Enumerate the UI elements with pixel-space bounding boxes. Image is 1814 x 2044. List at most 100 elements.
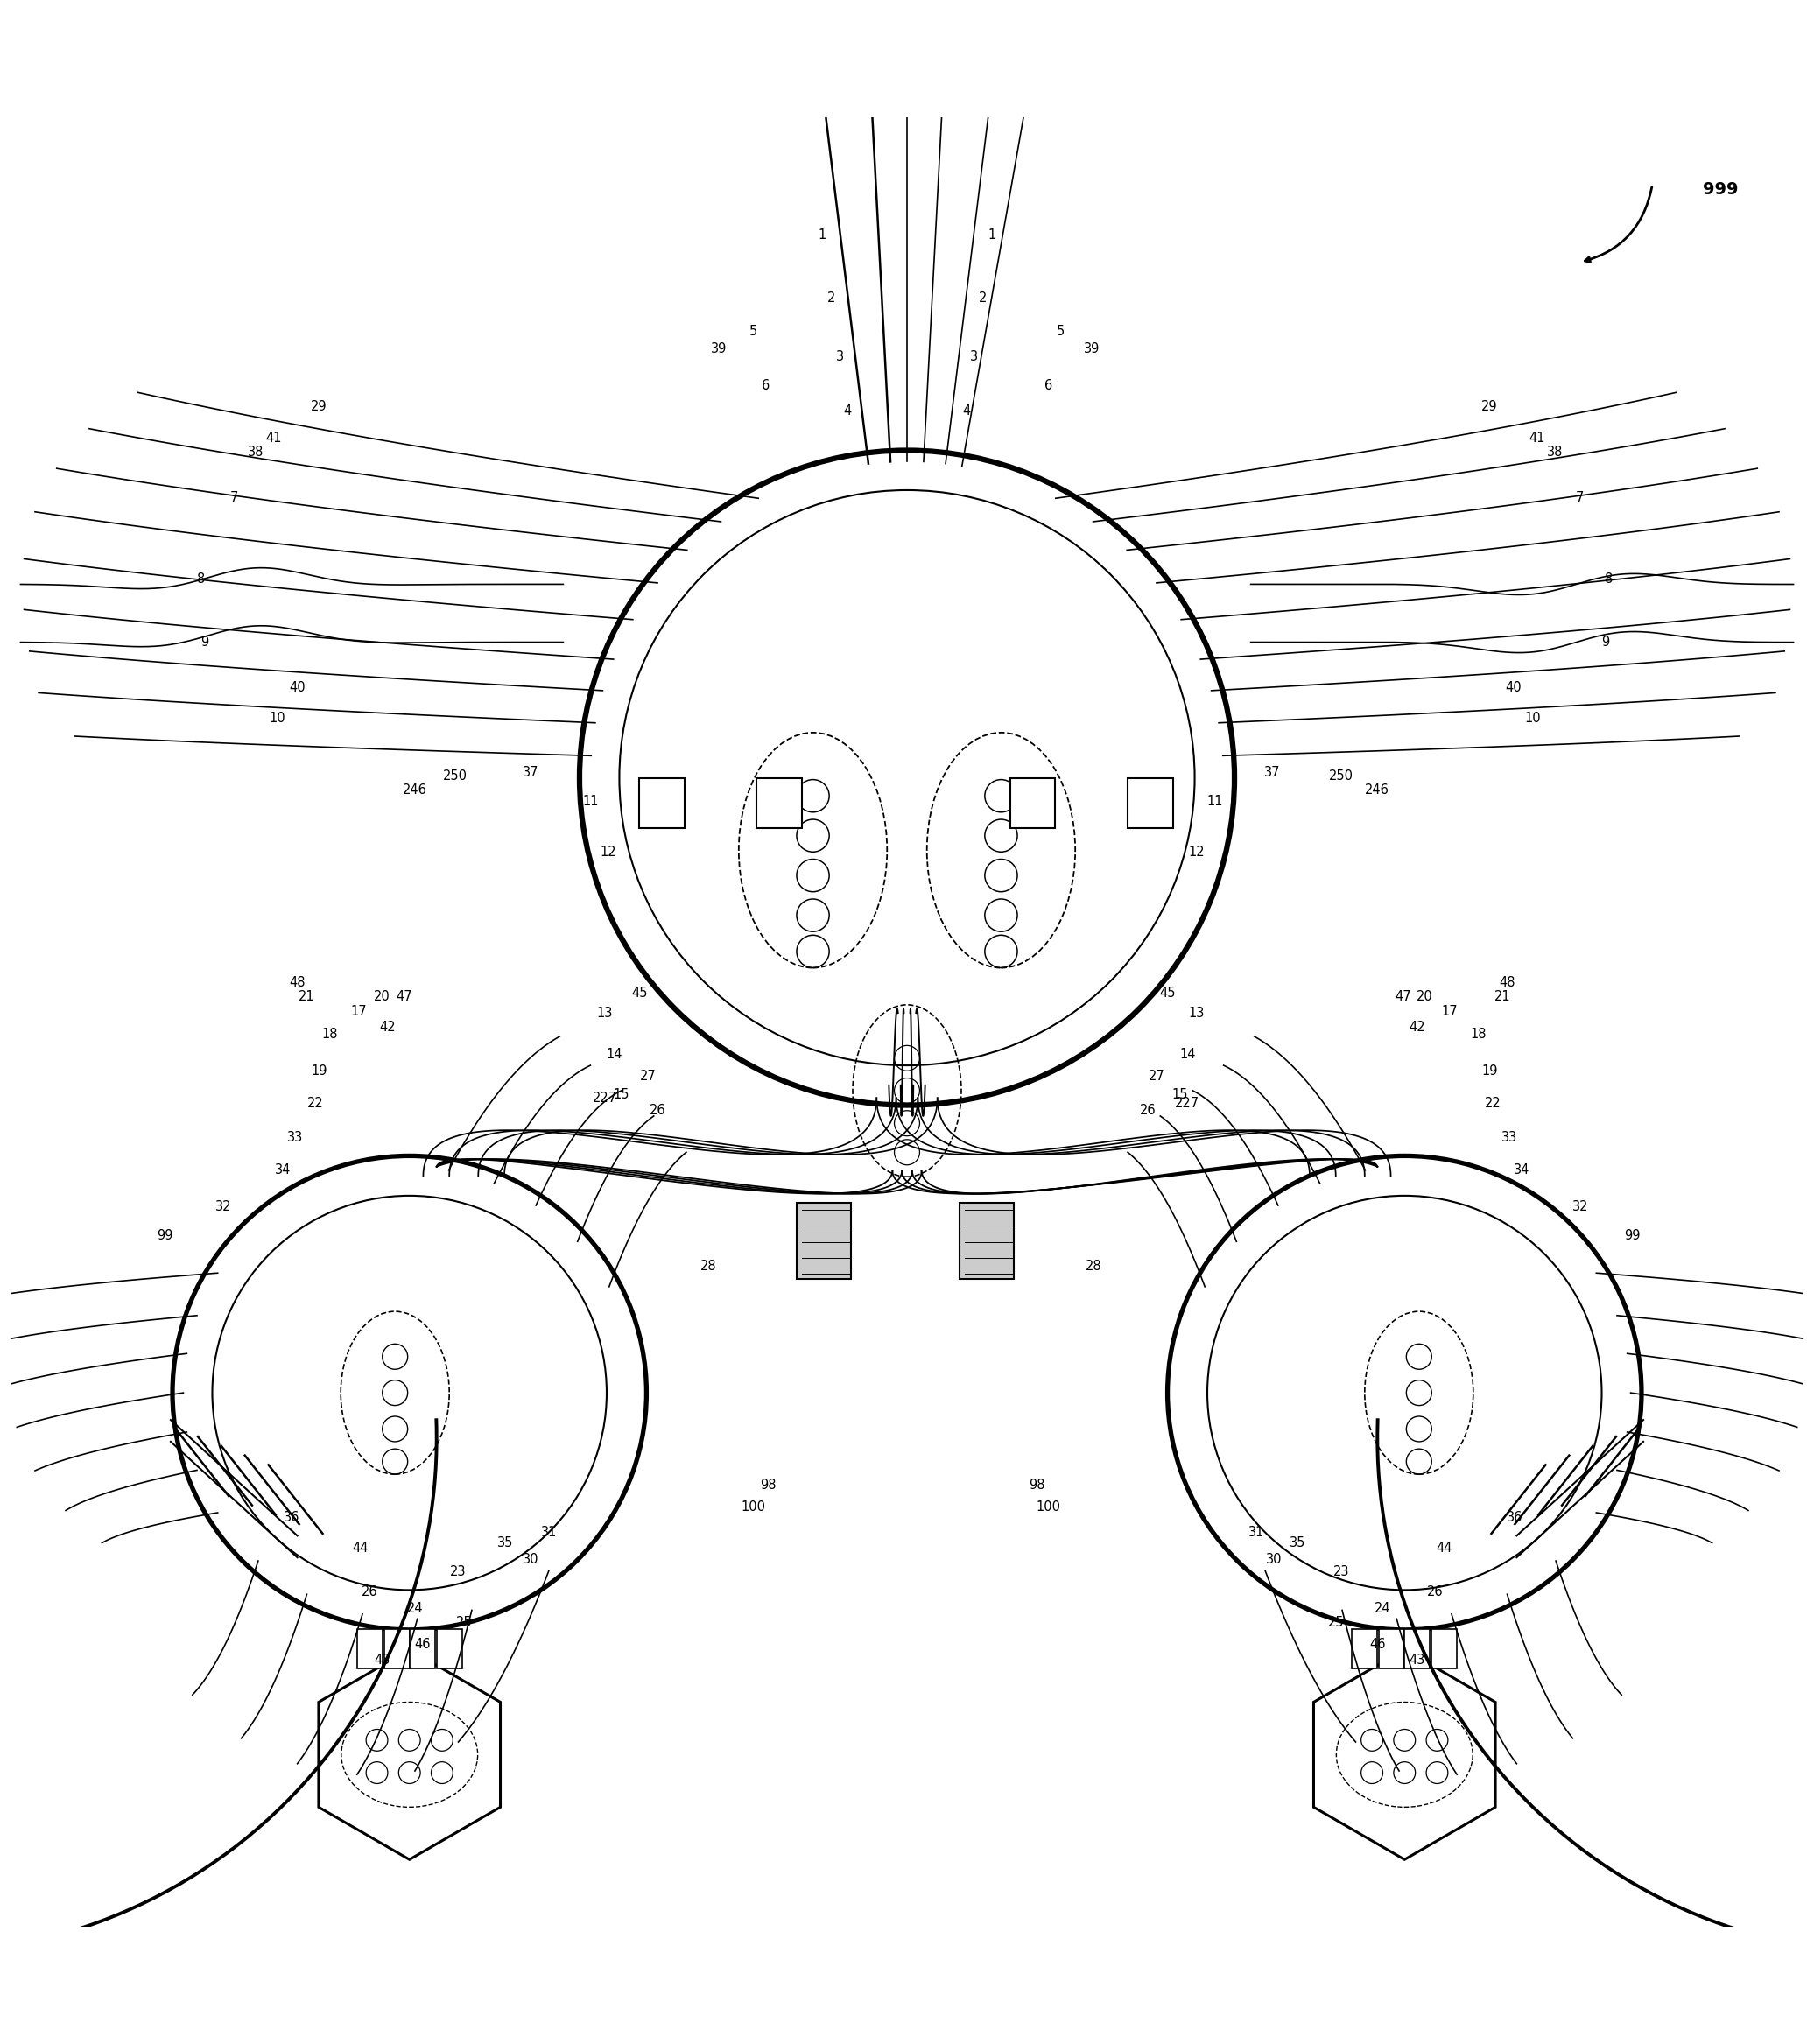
FancyBboxPatch shape: [385, 1629, 410, 1668]
Text: 27: 27: [1148, 1069, 1165, 1083]
Text: 13: 13: [597, 1006, 613, 1020]
Text: 98: 98: [760, 1478, 776, 1492]
Text: 21: 21: [297, 989, 314, 1004]
Text: 42: 42: [379, 1020, 395, 1034]
Text: 29: 29: [1482, 401, 1498, 413]
Text: 46: 46: [414, 1637, 430, 1652]
Text: 41: 41: [1529, 431, 1546, 444]
Text: 42: 42: [1409, 1020, 1426, 1034]
Text: 9: 9: [1602, 636, 1609, 648]
Text: 17: 17: [350, 1004, 366, 1018]
Text: 36: 36: [283, 1511, 299, 1525]
Text: 4: 4: [844, 405, 851, 417]
Text: 46: 46: [1370, 1637, 1386, 1652]
Text: 32: 32: [1573, 1200, 1587, 1212]
Text: 43: 43: [374, 1654, 390, 1668]
Text: 35: 35: [497, 1537, 513, 1549]
FancyBboxPatch shape: [410, 1629, 435, 1668]
Text: 40: 40: [288, 681, 305, 693]
Text: 100: 100: [1036, 1500, 1061, 1513]
Text: 10: 10: [268, 711, 285, 726]
FancyBboxPatch shape: [796, 1202, 851, 1280]
Text: 48: 48: [1500, 975, 1517, 989]
Text: 45: 45: [1159, 987, 1175, 1000]
Text: 19: 19: [310, 1065, 327, 1077]
Text: 12: 12: [1188, 846, 1204, 858]
Text: 44: 44: [1437, 1541, 1453, 1555]
Text: 250: 250: [1330, 769, 1353, 783]
Text: 246: 246: [403, 785, 426, 797]
Text: 26: 26: [1139, 1104, 1156, 1118]
Text: 40: 40: [1506, 681, 1522, 693]
Text: 17: 17: [1442, 1004, 1458, 1018]
Text: 37: 37: [522, 766, 539, 779]
FancyBboxPatch shape: [357, 1629, 383, 1668]
Text: 25: 25: [1328, 1617, 1344, 1629]
Text: 34: 34: [274, 1163, 290, 1177]
Text: 23: 23: [450, 1566, 466, 1578]
Text: 28: 28: [700, 1259, 717, 1273]
Text: 12: 12: [600, 846, 617, 858]
Text: 44: 44: [352, 1541, 368, 1555]
Text: 38: 38: [1547, 446, 1562, 458]
FancyBboxPatch shape: [756, 779, 802, 828]
Text: 29: 29: [310, 401, 327, 413]
Text: 4: 4: [963, 405, 970, 417]
Text: 36: 36: [1507, 1511, 1524, 1525]
Text: 22: 22: [1486, 1098, 1502, 1110]
Text: 21: 21: [1495, 989, 1511, 1004]
Text: 999: 999: [1703, 182, 1738, 198]
Text: 24: 24: [1375, 1602, 1391, 1615]
Text: 5: 5: [749, 325, 756, 337]
Text: 246: 246: [1366, 785, 1390, 797]
Text: 5: 5: [1058, 325, 1065, 337]
FancyBboxPatch shape: [1128, 779, 1174, 828]
Text: 6: 6: [1045, 378, 1052, 392]
FancyBboxPatch shape: [960, 1202, 1014, 1280]
Text: 43: 43: [1409, 1654, 1426, 1668]
Text: 30: 30: [522, 1553, 539, 1566]
Text: 20: 20: [1417, 989, 1433, 1004]
FancyBboxPatch shape: [1431, 1629, 1457, 1668]
FancyBboxPatch shape: [639, 779, 684, 828]
Text: 8: 8: [198, 572, 205, 585]
Text: 33: 33: [288, 1130, 303, 1145]
Text: 227: 227: [593, 1091, 617, 1104]
Text: 10: 10: [1526, 711, 1542, 726]
Text: 7: 7: [1576, 491, 1584, 505]
Text: 31: 31: [1248, 1525, 1264, 1539]
Text: 99: 99: [1624, 1228, 1640, 1243]
Text: 227: 227: [1175, 1098, 1199, 1110]
Text: 14: 14: [1179, 1049, 1195, 1061]
Text: 8: 8: [1605, 572, 1613, 585]
Text: 26: 26: [1428, 1586, 1444, 1598]
Text: 15: 15: [613, 1087, 629, 1102]
Text: 47: 47: [1395, 989, 1411, 1004]
Text: 7: 7: [230, 491, 238, 505]
Text: 250: 250: [443, 769, 466, 783]
Text: 32: 32: [216, 1200, 230, 1212]
Text: 1: 1: [989, 229, 996, 241]
FancyBboxPatch shape: [1379, 1629, 1404, 1668]
Text: 39: 39: [1083, 343, 1099, 356]
Text: 30: 30: [1266, 1553, 1282, 1566]
Text: 18: 18: [1471, 1028, 1487, 1040]
Text: 98: 98: [1029, 1478, 1045, 1492]
Text: 26: 26: [361, 1586, 377, 1598]
Text: 23: 23: [1333, 1566, 1350, 1578]
Text: 31: 31: [541, 1525, 557, 1539]
Text: 34: 34: [1515, 1163, 1531, 1177]
FancyBboxPatch shape: [437, 1629, 463, 1668]
Text: 99: 99: [158, 1228, 174, 1243]
Text: 6: 6: [762, 378, 769, 392]
Text: 28: 28: [1085, 1259, 1101, 1273]
Text: 11: 11: [582, 795, 599, 807]
Text: 18: 18: [321, 1028, 337, 1040]
Text: 35: 35: [1290, 1537, 1306, 1549]
Text: 39: 39: [711, 343, 727, 356]
Text: 48: 48: [288, 975, 305, 989]
Text: 19: 19: [1482, 1065, 1498, 1077]
Text: 27: 27: [640, 1069, 657, 1083]
Text: 25: 25: [455, 1617, 472, 1629]
Text: 38: 38: [249, 446, 263, 458]
